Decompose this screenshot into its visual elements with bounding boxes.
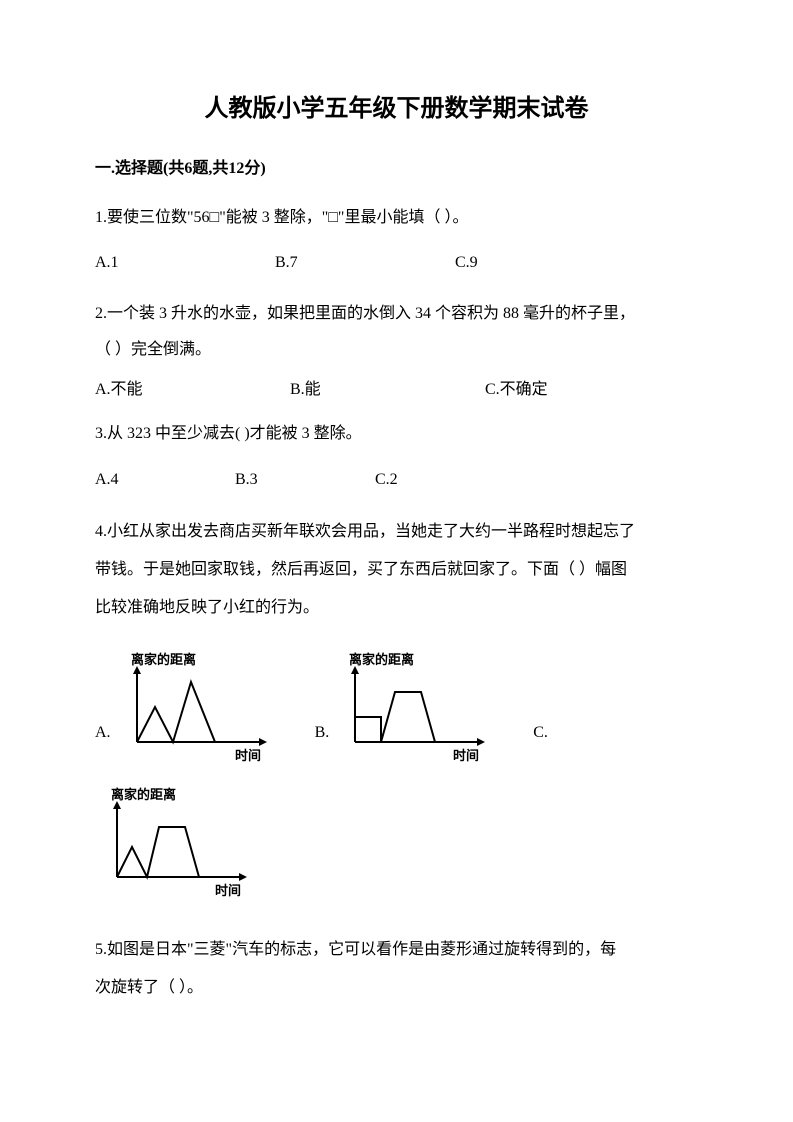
q1-option-b: B.7	[275, 245, 455, 280]
svg-text:离家的距离: 离家的距离	[111, 787, 176, 802]
q3-option-c: C.2	[375, 462, 515, 497]
q4-option-a-label: A.	[95, 720, 111, 776]
svg-text:离家的距离: 离家的距离	[349, 652, 414, 667]
svg-text:时间: 时间	[215, 883, 241, 898]
q1-text: 1.要使三位数"56□"能被 3 整除，"□"里最小能填（ ）。	[95, 200, 698, 235]
q2-option-a: A.不能	[95, 377, 290, 403]
q2-options: A.不能 B.能 C.不确定	[95, 377, 698, 403]
q4-chart-b: 离家的距离 时间	[333, 652, 493, 776]
q4-chart-a: 离家的距离 时间	[115, 652, 275, 776]
q3-option-a: A.4	[95, 462, 235, 497]
question-3: 3.从 323 中至少减去( )才能被 3 整除。 A.4 B.3 C.2	[95, 416, 698, 496]
q3-text: 3.从 323 中至少减去( )才能被 3 整除。	[95, 416, 698, 451]
q4-option-c-label: C.	[533, 720, 548, 776]
question-2: 2.一个装 3 升水的水壶，如果把里面的水倒入 34 个容积为 88 毫升的杯子…	[95, 296, 698, 402]
q5-line2: 次旋转了（ ）。	[95, 969, 698, 1007]
q4-chart-c: 离家的距离 时间	[95, 787, 698, 911]
page-title: 人教版小学五年级下册数学期末试卷	[95, 90, 698, 128]
q2-option-b: B.能	[290, 377, 485, 403]
q4-line1: 4.小红从家出发去商店买新年联欢会用品，当她走了大约一半路程时想起忘了	[95, 513, 698, 551]
question-5: 5.如图是日本"三菱"汽车的标志，它可以看作是由菱形通过旋转得到的，每 次旋转了…	[95, 931, 698, 1008]
question-1: 1.要使三位数"56□"能被 3 整除，"□"里最小能填（ ）。 A.1 B.7…	[95, 200, 698, 280]
svg-text:离家的距离: 离家的距离	[131, 652, 196, 667]
q4-option-b-label: B.	[315, 720, 330, 776]
q4-line2: 带钱。于是她回家取钱，然后再返回，买了东西后就回家了。下面（ ）幅图	[95, 551, 698, 589]
svg-text:时间: 时间	[453, 748, 479, 763]
q3-option-b: B.3	[235, 462, 375, 497]
q2-line2: （ ）完全倒满。	[95, 332, 698, 367]
q1-options: A.1 B.7 C.9	[95, 245, 698, 280]
q1-option-a: A.1	[95, 245, 275, 280]
q5-line1: 5.如图是日本"三菱"汽车的标志，它可以看作是由菱形通过旋转得到的，每	[95, 931, 698, 969]
q1-option-c: C.9	[455, 245, 635, 280]
q3-options: A.4 B.3 C.2	[95, 462, 698, 497]
q4-charts-row: A. 离家的距离 时间 B. 离家的距离 时间 C.	[95, 652, 698, 776]
section-header: 一.选择题(共6题,共12分)	[95, 156, 698, 182]
question-4: 4.小红从家出发去商店买新年联欢会用品，当她走了大约一半路程时想起忘了 带钱。于…	[95, 513, 698, 911]
q2-line1: 2.一个装 3 升水的水壶，如果把里面的水倒入 34 个容积为 88 毫升的杯子…	[95, 296, 698, 331]
svg-text:时间: 时间	[235, 748, 261, 763]
q4-line3: 比较准确地反映了小红的行为。	[95, 589, 698, 627]
q2-option-c: C.不确定	[485, 377, 548, 403]
